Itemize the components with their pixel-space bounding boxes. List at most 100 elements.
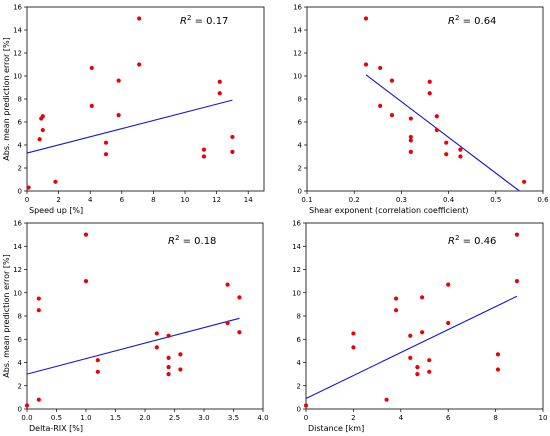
x-tick-label: 1.0 bbox=[80, 414, 91, 422]
y-tick-label: 8 bbox=[18, 96, 22, 104]
data-point bbox=[166, 372, 171, 377]
data-point bbox=[40, 114, 45, 119]
x-tick-label: 0.6 bbox=[537, 196, 549, 204]
y-tick-label: 16 bbox=[13, 4, 22, 12]
y-axis-label: Abs. mean prediction error [%] bbox=[2, 254, 11, 377]
x-tick-label: 0.5 bbox=[51, 414, 62, 422]
data-point bbox=[154, 331, 159, 336]
y-tick-label: 4 bbox=[18, 142, 23, 150]
chart-panel-4: 0 2 4 6 8 10 0 2 4 6 8 10 12 14 16 Distance [km] R2 = 0.… bbox=[292, 220, 547, 434]
x-tick-label: 8 bbox=[151, 196, 155, 204]
data-point bbox=[434, 114, 439, 119]
data-point bbox=[495, 352, 501, 357]
plot-frame bbox=[26, 222, 264, 410]
x-axis-label: Distance [km] bbox=[308, 424, 364, 433]
data-point bbox=[363, 62, 369, 67]
y-tick-label: 16 bbox=[292, 220, 301, 228]
y-tick-label: 4 bbox=[297, 359, 302, 367]
data-point bbox=[230, 149, 235, 154]
x-tick-label: 4.0 bbox=[257, 414, 268, 422]
data-point bbox=[408, 134, 413, 140]
y-tick-label: 16 bbox=[293, 4, 302, 12]
data-point bbox=[225, 320, 230, 326]
y-tick-label: 14 bbox=[292, 243, 301, 251]
y-tick-label: 8 bbox=[298, 96, 302, 104]
x-tick-label: 6 bbox=[120, 196, 125, 204]
x-tick-label: 3.5 bbox=[228, 414, 239, 422]
x-tick-label: 0 bbox=[25, 196, 29, 204]
data-point bbox=[408, 355, 413, 360]
x-tick-label: 0.1 bbox=[301, 196, 312, 204]
fit-line bbox=[305, 295, 518, 400]
data-point bbox=[217, 79, 222, 84]
data-point bbox=[53, 179, 58, 184]
data-point bbox=[427, 369, 432, 374]
data-point bbox=[89, 103, 94, 108]
data-point bbox=[420, 330, 425, 335]
r-squared-label: R2 = 0.64 bbox=[448, 14, 496, 27]
data-point bbox=[95, 369, 100, 374]
y-tick-label: 4 bbox=[298, 142, 303, 150]
y-tick-label: 10 bbox=[293, 73, 302, 81]
x-tick-label: 10 bbox=[539, 414, 548, 422]
y-tick-label: 2 bbox=[298, 165, 302, 173]
r-squared-label: R2 = 0.17 bbox=[180, 14, 228, 27]
x-tick-label: 0.4 bbox=[443, 196, 455, 204]
data-point bbox=[166, 333, 171, 338]
x-tick-label: 12 bbox=[212, 196, 221, 204]
data-point bbox=[166, 355, 171, 360]
data-point bbox=[225, 282, 230, 287]
data-point bbox=[217, 91, 222, 96]
data-point bbox=[446, 320, 451, 326]
y-tick-label: 2 bbox=[18, 165, 22, 173]
x-tick-label: 0.0 bbox=[21, 414, 32, 422]
data-point bbox=[36, 397, 41, 402]
data-point bbox=[514, 232, 520, 237]
data-point bbox=[408, 149, 413, 154]
data-point bbox=[154, 345, 159, 350]
y-tick-label: 14 bbox=[13, 243, 22, 251]
data-point bbox=[420, 295, 425, 300]
plot-frame bbox=[306, 6, 544, 192]
data-point bbox=[178, 352, 183, 357]
data-point bbox=[427, 358, 432, 363]
y-tick-label: 0 bbox=[297, 406, 301, 414]
x-tick-label: 10 bbox=[181, 196, 190, 204]
x-axis-label: Delta-RIX [%] bbox=[29, 424, 83, 433]
data-point bbox=[237, 330, 242, 335]
data-point bbox=[166, 365, 171, 370]
data-point bbox=[363, 16, 369, 21]
y-tick-label: 12 bbox=[293, 50, 302, 58]
data-point bbox=[427, 79, 432, 84]
data-point bbox=[408, 116, 413, 121]
data-point bbox=[137, 62, 142, 67]
data-point bbox=[36, 308, 41, 313]
data-point bbox=[415, 372, 420, 377]
x-tick-label: 8 bbox=[493, 414, 497, 422]
data-point bbox=[378, 65, 383, 71]
plot-frame bbox=[26, 6, 265, 192]
y-tick-label: 6 bbox=[297, 336, 302, 344]
r-squared-label: R2 = 0.46 bbox=[448, 234, 496, 247]
data-point bbox=[408, 138, 413, 143]
data-point bbox=[40, 127, 45, 133]
data-point bbox=[415, 365, 420, 370]
data-point bbox=[351, 345, 356, 350]
data-point bbox=[103, 140, 109, 145]
chart-panel-3: 0.0 0.5 1.0 1.5 2.0 2.5 3.0 3.5 4.0 0 2 4 6 8 10 12 14 16… bbox=[2, 220, 269, 434]
x-tick-label: 2 bbox=[56, 196, 60, 204]
y-tick-label: 6 bbox=[18, 119, 23, 127]
data-point bbox=[389, 113, 395, 118]
data-point bbox=[458, 154, 463, 159]
data-point bbox=[378, 103, 383, 108]
data-point bbox=[26, 185, 31, 190]
y-tick-label: 0 bbox=[298, 188, 302, 196]
data-point bbox=[444, 152, 449, 157]
data-point bbox=[24, 403, 30, 408]
data-point bbox=[230, 134, 235, 140]
data-point bbox=[83, 279, 89, 284]
data-point bbox=[95, 358, 100, 363]
data-point bbox=[389, 78, 395, 83]
data-point bbox=[393, 296, 399, 301]
data-point bbox=[393, 308, 399, 313]
